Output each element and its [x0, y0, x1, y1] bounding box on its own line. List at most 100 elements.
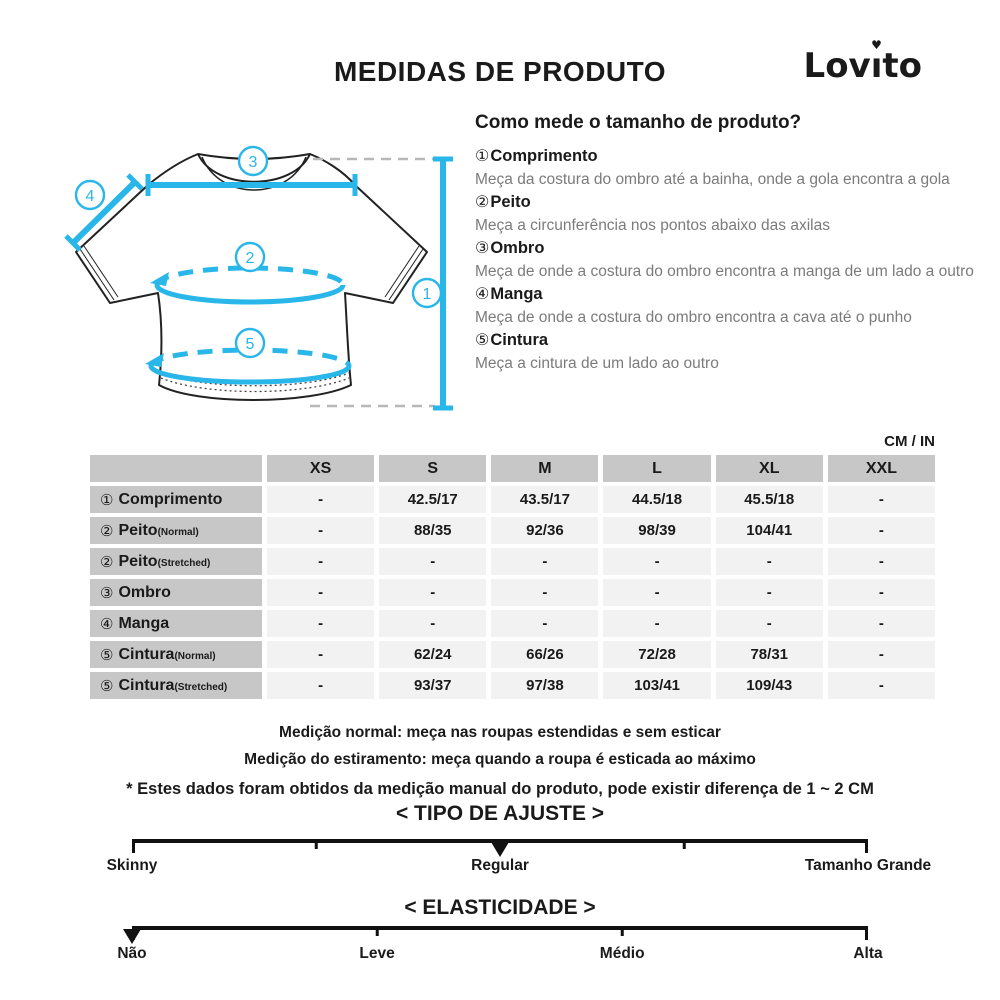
- svg-text:1: 1: [423, 286, 432, 303]
- measurement-suffix: (Normal): [157, 527, 199, 538]
- size-value: -: [715, 579, 823, 606]
- measure-line-shoulder: [145, 174, 358, 196]
- size-column-header: XS: [267, 455, 375, 482]
- size-value: -: [267, 672, 375, 699]
- page-title: MEDIDAS DE PRODUTO: [333, 56, 667, 87]
- circled-number-icon: ③: [475, 240, 490, 257]
- size-value: -: [715, 548, 823, 575]
- guide-item-description: Meça da costura do ombro até a bainha, o…: [475, 171, 950, 188]
- size-value: 62/24: [379, 641, 487, 668]
- scale-tick: [682, 839, 686, 849]
- hem-stitch: [160, 372, 350, 387]
- unit-label: CM / IN: [884, 433, 935, 450]
- size-value: -: [827, 610, 935, 637]
- circled-number-icon: ①: [475, 148, 490, 165]
- brand-text: to: [882, 46, 922, 86]
- measure-guide: Como mede o tamanho de produto? ①Comprim…: [475, 112, 983, 375]
- measurement-name: Peito: [118, 521, 158, 539]
- heart-icon: ♥: [871, 38, 882, 52]
- size-value: -: [491, 610, 599, 637]
- scale-marker-icon: [123, 929, 141, 944]
- guide-item-description: Meça a circunferência nos pontos abaixo …: [475, 217, 830, 234]
- scale-label: Médio: [599, 945, 645, 962]
- brand-text: Lov: [803, 46, 871, 86]
- guide-item-name: Ombro: [490, 239, 545, 257]
- callout-2-badge: 2: [234, 241, 266, 273]
- guide-item: ①Comprimento Meça da costura do ombro at…: [475, 145, 983, 191]
- size-value: 104/41: [715, 517, 823, 544]
- size-value: 98/39: [603, 517, 711, 544]
- callout-5-badge: 5: [234, 327, 266, 359]
- scale-label: Regular: [471, 857, 529, 874]
- measure-guide-list: ①Comprimento Meça da costura do ombro at…: [475, 145, 983, 375]
- size-value: -: [827, 579, 935, 606]
- note-normal: Medição normal: meça nas roupas estendid…: [279, 724, 721, 741]
- size-value: -: [603, 579, 711, 606]
- guide-item-description: Meça a cintura de um lado ao outro: [475, 355, 719, 372]
- scale-tick: [620, 926, 624, 936]
- size-value: -: [715, 610, 823, 637]
- size-value: 93/37: [379, 672, 487, 699]
- measurement-name: Peito: [118, 552, 158, 570]
- measurement-name: Cintura: [118, 645, 175, 663]
- circled-number-icon: ④: [100, 615, 114, 633]
- measure-line-length: [433, 156, 453, 411]
- size-value: -: [491, 579, 599, 606]
- fit-scale-title: < TIPO DE AJUSTE >: [395, 802, 605, 825]
- size-value: -: [827, 517, 935, 544]
- svg-text:2: 2: [246, 250, 255, 267]
- guide-item-description: Meça de onde a costura do ombro encontra…: [475, 309, 912, 326]
- measurement-row-label: ② Peito (Normal): [90, 517, 262, 544]
- size-value: 88/35: [379, 517, 487, 544]
- size-value: -: [827, 548, 935, 575]
- size-value: -: [267, 486, 375, 513]
- fit-scale-line: [132, 839, 868, 857]
- note-disclaimer: * Estes dados foram obtidos da medição m…: [126, 780, 874, 798]
- scale-label: Skinny: [106, 857, 158, 874]
- size-value: 42.5/17: [379, 486, 487, 513]
- size-value: 72/28: [603, 641, 711, 668]
- guide-item-name: Peito: [490, 193, 531, 211]
- guide-item-name: Manga: [490, 285, 543, 303]
- notes: Medição normal: meça nas roupas estendid…: [0, 719, 1000, 803]
- guide-heading: Como mede o tamanho de produto?: [475, 112, 802, 133]
- measurement-row-label: ② Peito (Stretched): [90, 548, 262, 575]
- size-value: 44.5/18: [603, 486, 711, 513]
- size-value: -: [827, 672, 935, 699]
- measurement-row-label: ⑤ Cintura (Stretched): [90, 672, 262, 699]
- size-value: -: [267, 579, 375, 606]
- brand-logo: Lovı ♥ to: [803, 39, 922, 86]
- size-value: 92/36: [491, 517, 599, 544]
- size-value: -: [379, 610, 487, 637]
- callout-4-badge: 4: [74, 179, 106, 211]
- measurement-row-label: ④ Manga: [90, 610, 262, 637]
- hem-stitch: [160, 377, 350, 393]
- scale-label: Tamanho Grande: [804, 857, 932, 874]
- brand-i-stem: ı: [870, 46, 883, 86]
- size-value: -: [827, 641, 935, 668]
- elasticity-scale-labels: Não Leve Médio Alta: [117, 945, 882, 965]
- measurement-row-label: ③ Ombro: [90, 579, 262, 606]
- size-value: 45.5/18: [715, 486, 823, 513]
- tshirt-outline: [75, 153, 428, 401]
- size-column-header: S: [379, 455, 487, 482]
- circled-number-icon: ①: [100, 491, 114, 509]
- size-value: -: [267, 641, 375, 668]
- size-value: 97/38: [491, 672, 599, 699]
- circled-number-icon: ⑤: [475, 332, 490, 349]
- measurement-name: Cintura: [118, 676, 175, 694]
- guide-item-title: ①Comprimento: [475, 145, 983, 168]
- scale-marker-icon: [491, 842, 509, 857]
- size-column-header: L: [603, 455, 711, 482]
- circled-number-icon: ⑤: [100, 646, 114, 664]
- size-value: -: [603, 610, 711, 637]
- scale-tick: [314, 839, 318, 849]
- note-stretch: Medição do estiramento: meça quando a ro…: [244, 751, 756, 768]
- guide-item-name: Cintura: [490, 331, 549, 349]
- measurement-name: Comprimento: [118, 490, 223, 508]
- size-value: 78/31: [715, 641, 823, 668]
- guide-item-title: ②Peito: [475, 191, 983, 214]
- brand-i: ı ♥: [870, 39, 883, 86]
- guide-item: ④Manga Meça de onde a costura do ombro e…: [475, 283, 983, 329]
